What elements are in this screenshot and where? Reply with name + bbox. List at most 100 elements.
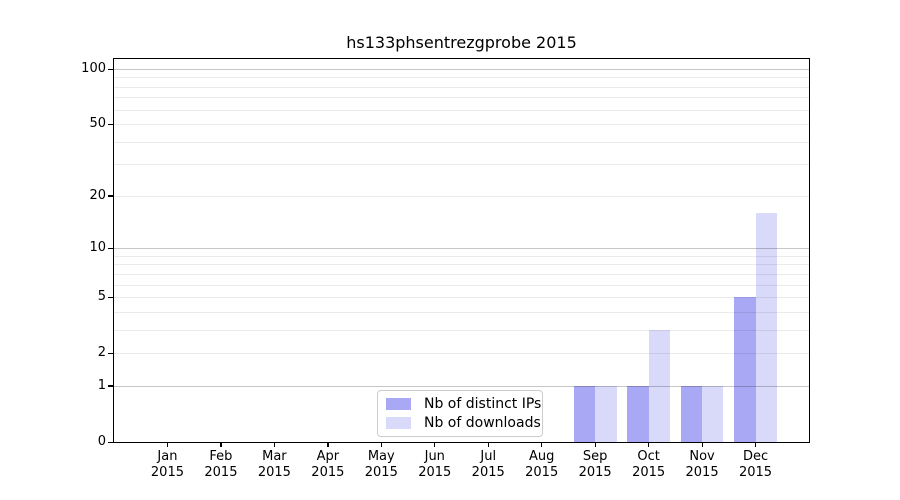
y-tick-label: 100 xyxy=(81,61,106,76)
x-tick-month: Apr xyxy=(316,449,340,464)
x-tick-year: 2015 xyxy=(311,465,345,480)
plot-area: 100 50 20 10 5 2 1 0 Jan 2015 Feb 2015 Mar 2015 Apr 201… xyxy=(81,58,810,480)
y-tick-label: 5 xyxy=(97,289,106,305)
gridline-minor xyxy=(114,297,809,299)
x-tick-year: 2015 xyxy=(364,465,398,480)
x-tick-month: Jun xyxy=(424,449,445,464)
x-tick-label: Apr 2015 xyxy=(297,449,359,481)
x-tick xyxy=(648,442,650,447)
legend-item-downloads: Nb of downloads xyxy=(386,415,541,431)
x-tick xyxy=(273,442,276,447)
x-tick-month: Oct xyxy=(637,449,660,464)
x-tick-year: 2015 xyxy=(257,465,291,480)
legend-item-distinct-ips: Nb of distinct IPs xyxy=(386,396,541,412)
bar-distinct-ips-nov xyxy=(680,385,703,442)
x-tick-month: Aug xyxy=(528,449,555,464)
x-tick xyxy=(701,442,703,447)
x-tick xyxy=(380,442,382,447)
gridline-minor xyxy=(114,124,809,126)
x-tick-label: Jan 2015 xyxy=(136,449,198,481)
bar-distinct-ips-sep xyxy=(573,385,596,442)
bar-distinct-ips-oct xyxy=(627,385,649,442)
gridline-minor xyxy=(114,77,809,79)
legend-swatch-downloads xyxy=(386,417,411,429)
x-tick-month: Sep xyxy=(582,449,608,464)
bar-downloads-dec xyxy=(755,213,777,442)
x-tick xyxy=(166,442,169,447)
y-tick-label: 10 xyxy=(89,240,106,256)
x-tick xyxy=(487,442,489,447)
legend: Nb of distinct IPs Nb of downloads xyxy=(377,390,543,437)
x-tick-year: 2015 xyxy=(578,465,612,480)
gridline-minor xyxy=(114,86,809,88)
bar-downloads-nov xyxy=(702,385,724,442)
x-tick-year: 2015 xyxy=(738,465,773,480)
x-tick-month: Jul xyxy=(480,449,497,464)
x-tick xyxy=(327,442,329,447)
y-tick-label: 0 xyxy=(97,434,106,449)
gridline-minor xyxy=(114,109,809,111)
x-tick-year: 2015 xyxy=(418,465,452,480)
y-tick-label: 20 xyxy=(89,187,106,203)
x-tick-year: 2015 xyxy=(150,465,184,480)
y-tick xyxy=(108,385,113,387)
gridline-minor xyxy=(114,264,809,266)
gridline-minor xyxy=(114,353,809,355)
y-tick xyxy=(108,123,113,125)
bar-distinct-ips-dec xyxy=(734,297,756,442)
y-tick xyxy=(108,296,113,298)
y-tick xyxy=(108,247,113,249)
gridline-major xyxy=(114,385,809,387)
gridline-minor xyxy=(114,329,809,331)
gridline-minor xyxy=(114,284,809,286)
gridline-minor xyxy=(114,273,809,275)
x-tick-month: Mar xyxy=(262,449,287,464)
x-tick-year: 2015 xyxy=(632,465,666,480)
y-tick-label: 50 xyxy=(89,116,106,132)
legend-label-downloads: Nb of downloads xyxy=(424,415,541,431)
x-tick xyxy=(220,442,222,447)
gridline-major xyxy=(114,248,809,250)
y-tick-label: 1 xyxy=(97,377,106,393)
bar-downloads-oct xyxy=(648,329,670,442)
y-tick xyxy=(108,352,113,354)
gridline-minor xyxy=(114,255,809,257)
x-tick-year: 2015 xyxy=(525,465,559,480)
x-tick-label: Feb 2015 xyxy=(190,449,252,481)
x-tick-label: Aug 2015 xyxy=(511,449,573,481)
gridline-minor xyxy=(114,164,809,166)
bar-downloads-sep xyxy=(595,385,617,442)
x-tick xyxy=(434,442,436,447)
x-tick-year: 2015 xyxy=(471,465,505,480)
x-tick-label: Oct 2015 xyxy=(618,449,680,481)
legend-label-distinct-ips: Nb of distinct IPs xyxy=(424,396,542,412)
y-tick xyxy=(108,68,113,70)
x-tick-month: Feb xyxy=(209,449,233,464)
x-tick-label: Jun 2015 xyxy=(404,449,466,481)
gridline-major xyxy=(114,69,809,70)
x-tick xyxy=(594,442,596,447)
x-tick-year: 2015 xyxy=(685,465,719,480)
x-tick-year: 2015 xyxy=(204,465,238,480)
x-tick-label: Jul 2015 xyxy=(457,449,519,481)
legend-swatch-distinct-ips xyxy=(386,398,411,410)
y-tick xyxy=(108,441,113,443)
y-tick xyxy=(108,195,113,197)
gridline-minor xyxy=(114,195,809,197)
gridline-minor xyxy=(114,311,809,313)
x-tick xyxy=(541,442,543,447)
gridline-minor xyxy=(114,141,809,143)
x-tick-label: Mar 2015 xyxy=(243,449,305,481)
chart-title: hs133phsentrezgprobe 2015 xyxy=(346,33,577,52)
x-tick-label: May 2015 xyxy=(350,449,412,481)
x-tick-month: May xyxy=(367,449,395,464)
x-tick-label: Nov 2015 xyxy=(671,449,733,481)
x-tick xyxy=(755,442,757,447)
x-tick-label: Dec 2015 xyxy=(725,449,787,481)
y-tick-label: 2 xyxy=(97,345,106,361)
gridline-minor xyxy=(114,97,809,99)
x-tick-label: Sep 2015 xyxy=(564,449,626,481)
x-tick-month: Nov xyxy=(689,449,715,464)
x-tick-month: Dec xyxy=(742,449,769,464)
